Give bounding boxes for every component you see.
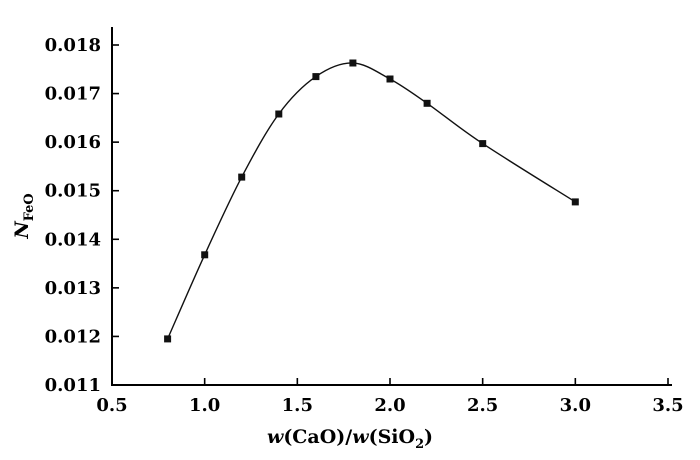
y-tick-label: 0.011: [45, 375, 101, 396]
x-tick-label: 2.0: [374, 395, 405, 416]
y-tick-label: 0.014: [45, 229, 101, 250]
x-axis-label-w1: w: [266, 426, 284, 448]
data-point-marker: [349, 59, 357, 67]
y-tick-label: 0.015: [45, 181, 101, 202]
y-tick-label: 0.017: [45, 84, 101, 105]
data-point-marker: [423, 99, 431, 107]
x-axis-label-subscript: 2: [415, 436, 425, 452]
x-axis-label-tail: (SiO: [368, 426, 416, 448]
data-point-marker: [164, 335, 172, 343]
y-tick-label: 0.018: [45, 35, 101, 56]
data-point-marker: [386, 75, 394, 83]
data-point-marker: [275, 110, 283, 118]
x-tick-label: 3.5: [652, 395, 683, 416]
data-point-marker: [312, 73, 320, 81]
data-point-marker: [571, 198, 579, 206]
x-tick-label: 0.5: [96, 395, 127, 416]
y-axis-label-subscript: FeO: [21, 193, 37, 222]
data-point-marker: [479, 140, 487, 148]
x-axis-label-mid: (CaO)/: [283, 426, 353, 448]
x-tick-label: 1.5: [282, 395, 313, 416]
y-tick-label: 0.012: [45, 326, 101, 347]
data-series-line: [166, 62, 576, 340]
x-axis-label-w2: w: [352, 426, 369, 448]
x-tick-label: 1.0: [189, 395, 220, 416]
y-tick-label: 0.016: [45, 132, 101, 153]
y-axis-label-symbol: N: [11, 221, 33, 239]
x-tick-label: 3.0: [560, 395, 591, 416]
x-axis-label: w(CaO)/w(SiO2): [0, 426, 700, 451]
y-tick-label: 0.013: [45, 278, 101, 299]
y-axis-label: NFeO: [11, 166, 37, 266]
data-point-marker: [201, 251, 209, 259]
data-point-marker: [238, 173, 246, 181]
x-tick-label: 2.5: [467, 395, 498, 416]
x-axis-label-close: ): [424, 426, 434, 448]
